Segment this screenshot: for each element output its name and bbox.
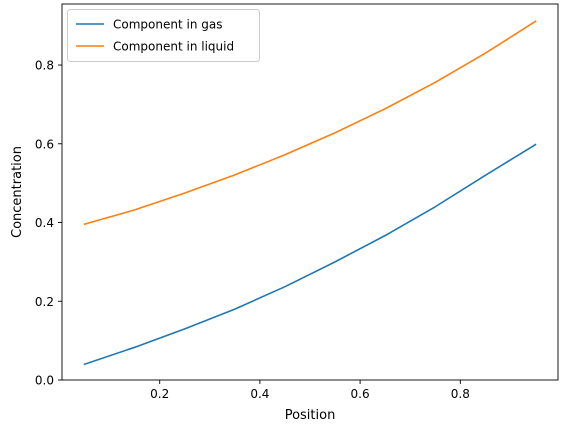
axes	[61, 3, 559, 381]
y-axis-label: Concentration	[10, 146, 25, 238]
x-axis-label: Position	[285, 408, 336, 423]
series-line-2	[83, 20, 537, 226]
y-tick-label: 0.4	[35, 216, 54, 230]
x-axis-ticks: 0.2 0.4 0.6 0.8	[150, 380, 470, 401]
x-tick-label: 0.8	[451, 387, 470, 401]
series-line-1	[83, 143, 537, 366]
plot-frame	[61, 3, 559, 381]
series-lines	[83, 20, 537, 366]
y-axis-ticks: 0.0 0.2 0.4 0.6 0.8	[35, 59, 62, 388]
y-tick-label: 0.6	[35, 137, 54, 151]
y-tick-label: 0.0	[35, 374, 54, 388]
x-tick-label: 0.6	[351, 387, 370, 401]
x-tick-label: 0.4	[250, 387, 269, 401]
y-tick-label: 0.2	[35, 295, 54, 309]
legend: Component in gas Component in liquid	[67, 9, 260, 62]
plot-area	[62, 4, 558, 380]
legend-label: Component in gas	[113, 18, 222, 32]
y-tick-label: 0.8	[35, 59, 54, 73]
x-tick-label: 0.2	[150, 387, 169, 401]
legend-box	[67, 9, 260, 62]
legend-label: Component in liquid	[113, 40, 234, 54]
